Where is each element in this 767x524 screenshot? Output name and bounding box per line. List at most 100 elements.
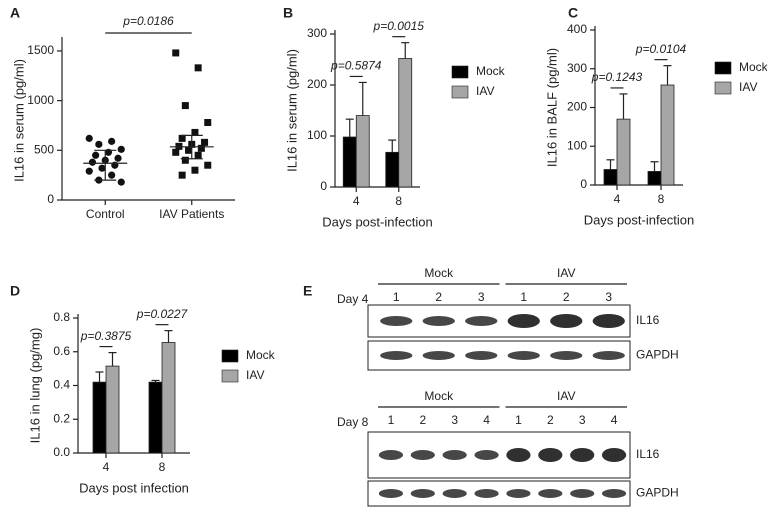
point	[85, 167, 93, 175]
lane-label: 1	[515, 413, 522, 427]
bar	[616, 118, 631, 186]
point	[88, 158, 97, 166]
bar	[647, 171, 662, 186]
legend-label: IAV	[739, 80, 757, 94]
band-label: IL16	[636, 313, 660, 327]
point	[117, 145, 125, 153]
band-label: GAPDH	[636, 348, 679, 362]
bar	[385, 151, 400, 188]
y-axis-label: IL16 in BALF (pg/ml)	[544, 48, 559, 167]
lane-label: 1	[393, 290, 400, 304]
lane-label: 4	[483, 413, 490, 427]
band	[550, 314, 583, 328]
p-value: p=0.1243	[591, 70, 643, 84]
point	[191, 128, 199, 136]
legend-label: IAV	[476, 84, 494, 98]
band	[506, 448, 531, 462]
x-tick-label: IAV Patients	[159, 207, 224, 221]
band	[507, 314, 540, 328]
x-tick-label: 4	[103, 460, 110, 474]
band	[592, 351, 625, 360]
point	[181, 102, 189, 110]
blot-box	[367, 304, 631, 338]
blot-box	[367, 340, 631, 371]
point	[172, 148, 180, 156]
panel-letter: D	[10, 283, 20, 299]
x-tick-label: 4	[353, 194, 360, 208]
y-tick-label: 1000	[27, 93, 54, 107]
legend-label: IAV	[246, 368, 264, 382]
band	[378, 489, 404, 498]
band	[380, 351, 413, 360]
band	[474, 489, 499, 498]
y-axis-label: IL16 in serum (pg/ml)	[284, 49, 299, 172]
band	[507, 351, 540, 360]
band	[378, 450, 404, 460]
p-value: p=0.3875	[80, 329, 132, 343]
point	[178, 171, 186, 179]
y-tick-label: 400	[567, 22, 587, 36]
panel-letter: E	[303, 283, 312, 299]
y-tick-label: 0.8	[53, 310, 70, 324]
point	[197, 144, 205, 152]
band	[601, 489, 627, 498]
day-label: Day 4	[337, 292, 369, 306]
band	[422, 351, 455, 360]
y-tick-label: 200	[567, 100, 587, 114]
band	[550, 351, 583, 360]
point	[95, 140, 103, 148]
point	[191, 166, 199, 174]
point	[108, 137, 116, 145]
group-label: Mock	[424, 266, 454, 280]
bar	[105, 365, 120, 454]
y-axis-label: IL16 in serum (pg/ml)	[11, 59, 26, 182]
group-label: IAV	[557, 266, 575, 280]
point	[98, 164, 106, 172]
bar	[161, 342, 176, 454]
point	[181, 156, 189, 164]
point	[172, 49, 180, 57]
band	[592, 314, 625, 328]
blot-box	[367, 480, 631, 507]
bar	[603, 169, 618, 186]
band	[465, 351, 498, 360]
p-value: p=0.5874	[330, 59, 382, 73]
lane-label: 1	[388, 413, 395, 427]
legend-swatch	[221, 349, 239, 363]
band	[465, 316, 498, 326]
x-tick-label: 8	[658, 192, 665, 206]
bar	[148, 381, 163, 454]
point	[201, 138, 209, 146]
y-tick-label: 0	[580, 177, 587, 191]
y-tick-label: 500	[34, 142, 54, 156]
y-tick-label: 0.6	[53, 344, 70, 358]
legend-label: Mock	[246, 348, 276, 362]
lane-label: 4	[611, 413, 618, 427]
band	[601, 448, 627, 462]
legend-swatch	[714, 61, 732, 75]
point	[108, 171, 116, 179]
band	[570, 489, 595, 498]
band-label: GAPDH	[636, 486, 679, 500]
y-tick-label: 0.0	[53, 445, 70, 459]
band	[570, 448, 595, 462]
y-tick-label: 300	[567, 61, 587, 75]
y-tick-label: 100	[567, 138, 587, 152]
bar	[355, 115, 370, 188]
band	[442, 450, 467, 460]
x-tick-label: 8	[395, 194, 402, 208]
x-tick-label: 4	[614, 192, 621, 206]
band	[410, 450, 435, 460]
legend-swatch	[714, 81, 732, 95]
band	[506, 489, 531, 498]
p-value: p=0.0015	[373, 19, 425, 33]
band	[410, 489, 435, 498]
y-tick-label: 0	[47, 192, 54, 206]
group-label: Mock	[424, 389, 454, 403]
lane-label: 2	[563, 290, 570, 304]
bar	[660, 84, 675, 186]
legend-swatch	[451, 65, 469, 79]
y-tick-label: 0.4	[53, 378, 70, 392]
y-tick-label: 0.2	[53, 411, 70, 425]
group-label: IAV	[557, 389, 575, 403]
